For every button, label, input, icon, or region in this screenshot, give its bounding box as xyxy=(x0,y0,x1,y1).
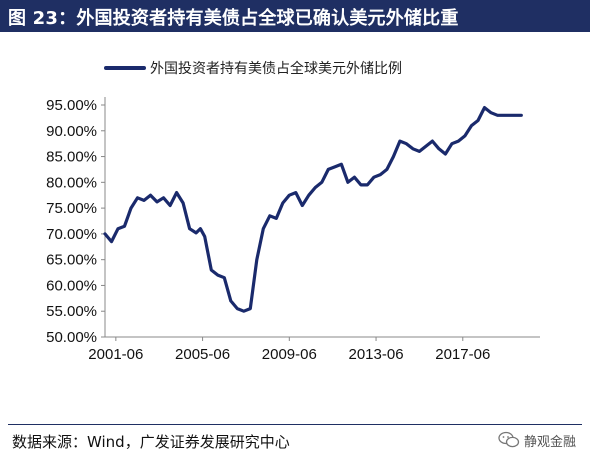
wechat-icon xyxy=(498,431,520,448)
legend-label: 外国投资者持有美债占全球美元外储比例 xyxy=(150,60,402,76)
y-axis-ticks: 50.00% 55.00% 60.00% 65.00% 70.00% 75.00% 80.0… xyxy=(46,97,105,346)
y-tick-label: 60.00% xyxy=(46,277,97,294)
line-chart: 外国投资者持有美债占全球美元外储比例 50.00% 55.00% 60.00% 65.… xyxy=(46,60,540,363)
y-tick-label: 65.00% xyxy=(46,252,97,269)
figure-title: 图 23：外国投资者持有美债占全球已确认美元外储比重 xyxy=(8,8,459,29)
y-tick-label: 85.00% xyxy=(46,149,97,166)
x-tick-label: 2017-06 xyxy=(435,346,490,363)
footer-divider xyxy=(8,424,582,425)
y-tick-label: 70.00% xyxy=(46,226,97,243)
x-tick-label: 2005-06 xyxy=(175,346,230,363)
y-tick-label: 55.00% xyxy=(46,303,97,320)
series-line xyxy=(103,106,523,313)
figure-title-bar: 图 23：外国投资者持有美债占全球已确认美元外储比重 xyxy=(0,0,590,32)
y-tick-label: 90.00% xyxy=(46,123,97,140)
y-tick-label: 80.00% xyxy=(46,174,97,191)
watermark-text: 静观金融 xyxy=(523,434,576,450)
x-tick-label: 2009-06 xyxy=(262,346,317,363)
source-note: 数据来源：Wind，广发证券发展研究中心 xyxy=(12,433,290,451)
x-tick-label: 2001-06 xyxy=(88,346,143,363)
chart-area: 外国投资者持有美债占全球美元外储比例 50.00% 55.00% 60.00% 65.… xyxy=(0,32,590,422)
watermark: 静观金融 xyxy=(498,428,576,452)
y-tick-label: 75.00% xyxy=(46,200,97,217)
y-tick-label: 95.00% xyxy=(46,97,97,114)
x-tick-label: 2013-06 xyxy=(349,346,404,363)
chart-axes xyxy=(104,97,540,338)
x-axis-ticks: 2001-06 2005-06 2009-06 2013-06 2017-06 xyxy=(88,337,490,363)
chart-legend: 外国投资者持有美债占全球美元外储比例 xyxy=(104,60,402,76)
y-tick-label: 50.00% xyxy=(46,329,97,346)
